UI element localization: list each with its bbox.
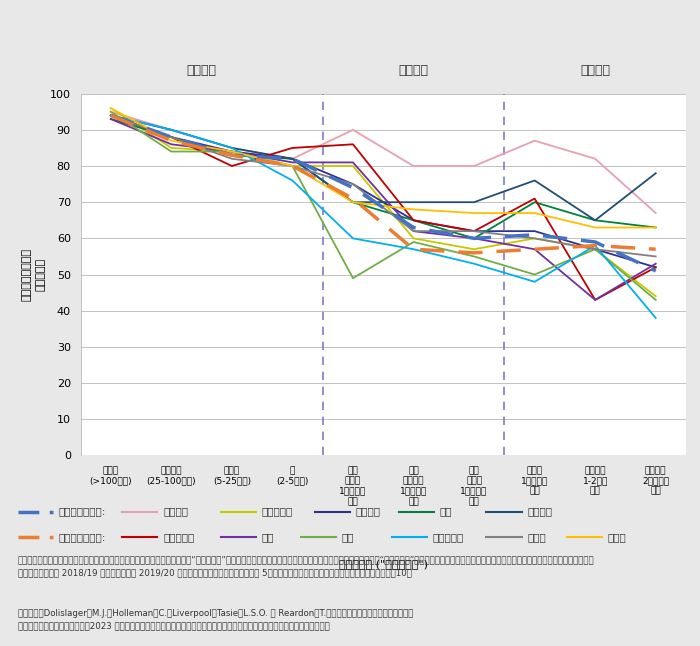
Text: 贝宁: 贝宁 — [261, 532, 274, 543]
X-axis label: 城乡连续体 ("城乡辐射区"): 城乡连续体 ("城乡辐射区") — [339, 559, 428, 569]
Text: 多哥: 多哥 — [342, 532, 354, 543]
Text: 高食物预算国家:: 高食物预算国家: — [58, 506, 106, 517]
Text: 低食物预算国家:: 低食物预算国家: — [58, 532, 106, 543]
Text: 布基纳法索: 布基纳法索 — [433, 532, 464, 543]
Text: 马里: 马里 — [440, 506, 452, 517]
Text: 数据来源：Dolislager，M.J.，Holleman，C.，Liverpool－Tasie，L.S.O. 和 Reardon，T.（即将出版）。《部分非洲: 数据来源：Dolislager，M.J.，Holleman，C.，Liverpo… — [18, 609, 413, 630]
Y-axis label: 食物采购消费比例
（百分比）: 食物采购消费比例 （百分比） — [22, 248, 46, 301]
Text: 城郊地区: 城郊地区 — [398, 65, 428, 78]
Text: 尼日利亚: 尼日利亚 — [527, 506, 552, 517]
Text: 尼日尔: 尼日尔 — [608, 532, 626, 543]
Text: 埃塞俄比亚: 埃塞俄比亚 — [261, 506, 293, 517]
Text: 塞内加尔: 塞内加尔 — [163, 506, 188, 517]
Text: 几内亚比绍: 几内亚比绍 — [163, 532, 195, 543]
Text: 注：上图分别按国家及高食物预算和低食物预算国家组别，显示城乡连续体（“城乡辐射区”）家庭食物采购支出占食物总消费量（按市场价値计算）的百分比。“城乡辐射区”是分: 注：上图分别按国家及高食物预算和低食物预算国家组别，显示城乡连续体（“城乡辐射区… — [18, 556, 594, 577]
Text: 科特迪瓦: 科特迪瓦 — [356, 506, 381, 517]
Text: 城市中心: 城市中心 — [187, 65, 216, 78]
Text: 马拉维: 马拉维 — [527, 532, 546, 543]
Text: 农村地区: 农村地区 — [580, 65, 610, 78]
